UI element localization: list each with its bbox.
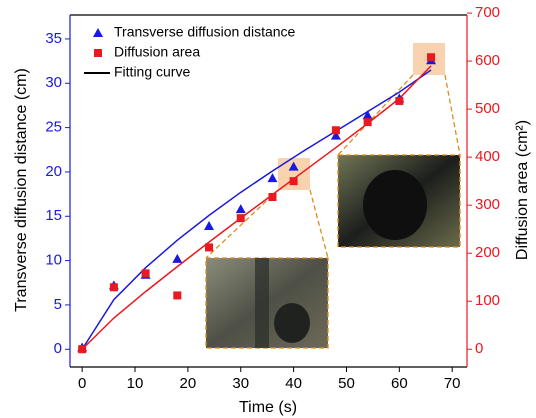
data-point (363, 118, 372, 127)
y-tick-label: 30 (45, 74, 62, 91)
data-point (204, 221, 215, 231)
data-point (236, 214, 245, 223)
y2-tick-label: 0 (475, 340, 483, 357)
data-point (205, 243, 214, 252)
y-tick-label: 25 (45, 119, 62, 136)
x-tick-label: 40 (285, 375, 302, 392)
x-tick-label: 30 (232, 375, 249, 392)
y2-tick-label: 600 (475, 52, 500, 69)
y-tick-label: 10 (45, 252, 62, 269)
y2-tick-label: 200 (475, 244, 500, 261)
fit-curve (81, 65, 432, 350)
x-tick-label: 50 (338, 375, 355, 392)
x-axis-label: Time (s) (239, 399, 297, 416)
data-point (330, 130, 341, 140)
data-point (427, 53, 436, 62)
y2-tick-label: 700 (475, 4, 500, 21)
data-point (289, 177, 298, 186)
y-tick-label: 20 (45, 163, 62, 180)
x-tick-label: 70 (444, 375, 461, 392)
legend-label: Diffusion area (114, 44, 200, 60)
data-point (109, 283, 118, 292)
inset-connectors (205, 74, 461, 259)
data-point (331, 126, 340, 135)
x-tick-label: 0 (78, 375, 86, 392)
data-point (267, 173, 278, 183)
data-point (172, 253, 183, 263)
inset-detail (255, 258, 269, 348)
y2-tick-label: 500 (475, 100, 500, 117)
y2-tick-label: 300 (475, 196, 500, 213)
x-tick-label: 60 (391, 375, 408, 392)
legend-label: Fitting curve (114, 64, 190, 80)
legend-label: Transverse diffusion distance (114, 24, 296, 40)
y2-axis-label: Diffusion area (cm²) (514, 120, 531, 260)
y-tick-label: 0 (54, 340, 62, 357)
y-tick-label: 15 (45, 207, 62, 224)
legend-marker (94, 49, 102, 57)
y-tick-label: 35 (45, 30, 62, 47)
y-axis-label: Transverse diffusion distance (cm) (13, 68, 30, 312)
inset-detail (363, 170, 427, 240)
x-tick-label: 20 (180, 375, 197, 392)
x-tick-label: 10 (127, 375, 144, 392)
data-point (78, 345, 87, 354)
data-point (268, 193, 277, 202)
legend-marker (93, 28, 103, 37)
fit-curve (81, 69, 432, 350)
data-point (288, 161, 299, 171)
inset-detail (274, 303, 310, 343)
y2-tick-label: 100 (475, 292, 500, 309)
data-point (141, 269, 150, 278)
data-point (395, 96, 404, 105)
data-point (173, 291, 182, 300)
data-point (362, 110, 373, 120)
y2-tick-label: 400 (475, 148, 500, 165)
data-point (235, 204, 246, 214)
y-tick-label: 5 (54, 296, 62, 313)
